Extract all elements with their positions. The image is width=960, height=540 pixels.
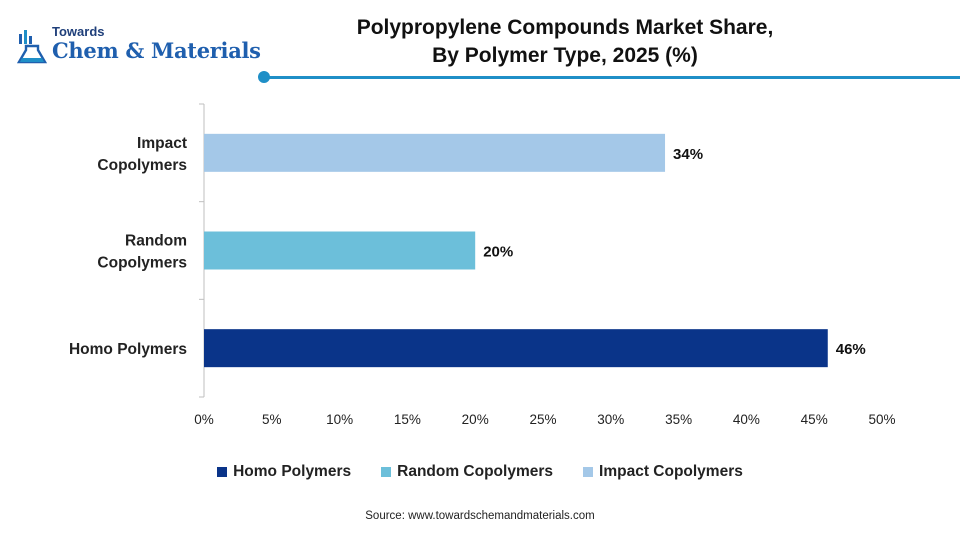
- category-label: Copolymers: [97, 157, 187, 174]
- x-tick-label: 40%: [733, 412, 760, 427]
- legend-label: Impact Copolymers: [599, 463, 743, 480]
- legend-label: Random Copolymers: [397, 463, 554, 480]
- legend-item: Homo Polymers: [217, 463, 351, 481]
- x-tick-label: 25%: [529, 412, 556, 427]
- x-tick-label: 15%: [394, 412, 421, 427]
- x-tick-label: 50%: [868, 412, 895, 427]
- x-tick-label: 5%: [262, 412, 282, 427]
- x-tick-label: 10%: [326, 412, 353, 427]
- category-label: Impact: [137, 135, 187, 152]
- bar: [204, 231, 476, 270]
- category-label: Homo Polymers: [69, 341, 187, 358]
- category-label: Copolymers: [97, 255, 187, 272]
- x-tick-label: 35%: [665, 412, 692, 427]
- brand-line2: Chem & Materials: [52, 38, 261, 63]
- title-divider: [258, 70, 960, 84]
- legend-label: Homo Polymers: [233, 463, 352, 480]
- chart-title: Polypropylene Compounds Market Share, By…: [300, 14, 830, 70]
- legend-swatch: [381, 467, 392, 477]
- chart-title-line2: By Polymer Type, 2025 (%): [432, 44, 698, 67]
- x-tick-label: 30%: [597, 412, 624, 427]
- divider-line: [266, 76, 960, 79]
- x-tick-label: 45%: [801, 412, 828, 427]
- brand-logo: Towards Chem & Materials: [16, 22, 261, 70]
- bar: [204, 133, 666, 172]
- bar: [204, 329, 828, 368]
- brand-line1: Towards: [52, 24, 105, 39]
- category-label: Random: [125, 233, 187, 250]
- chart-legend: Homo Polymers Random Copolymers Impact Cop…: [0, 463, 960, 481]
- legend-item: Impact Copolymers: [583, 463, 743, 481]
- legend-swatch: [217, 467, 228, 477]
- x-tick-label: 0%: [194, 412, 214, 427]
- legend-item: Random Copolymers: [381, 463, 553, 481]
- bar-value-label: 20%: [483, 244, 513, 261]
- bar-value-label: 46%: [836, 341, 866, 358]
- divider-dot: [258, 71, 270, 83]
- chart-title-line1: Polypropylene Compounds Market Share,: [356, 16, 774, 39]
- x-tick-label: 20%: [462, 412, 489, 427]
- bar-value-label: 34%: [673, 146, 703, 163]
- legend-swatch: [583, 467, 594, 477]
- flask-logo-icon: [16, 30, 48, 64]
- source-note: Source: www.towardschemandmaterials.com: [365, 510, 595, 522]
